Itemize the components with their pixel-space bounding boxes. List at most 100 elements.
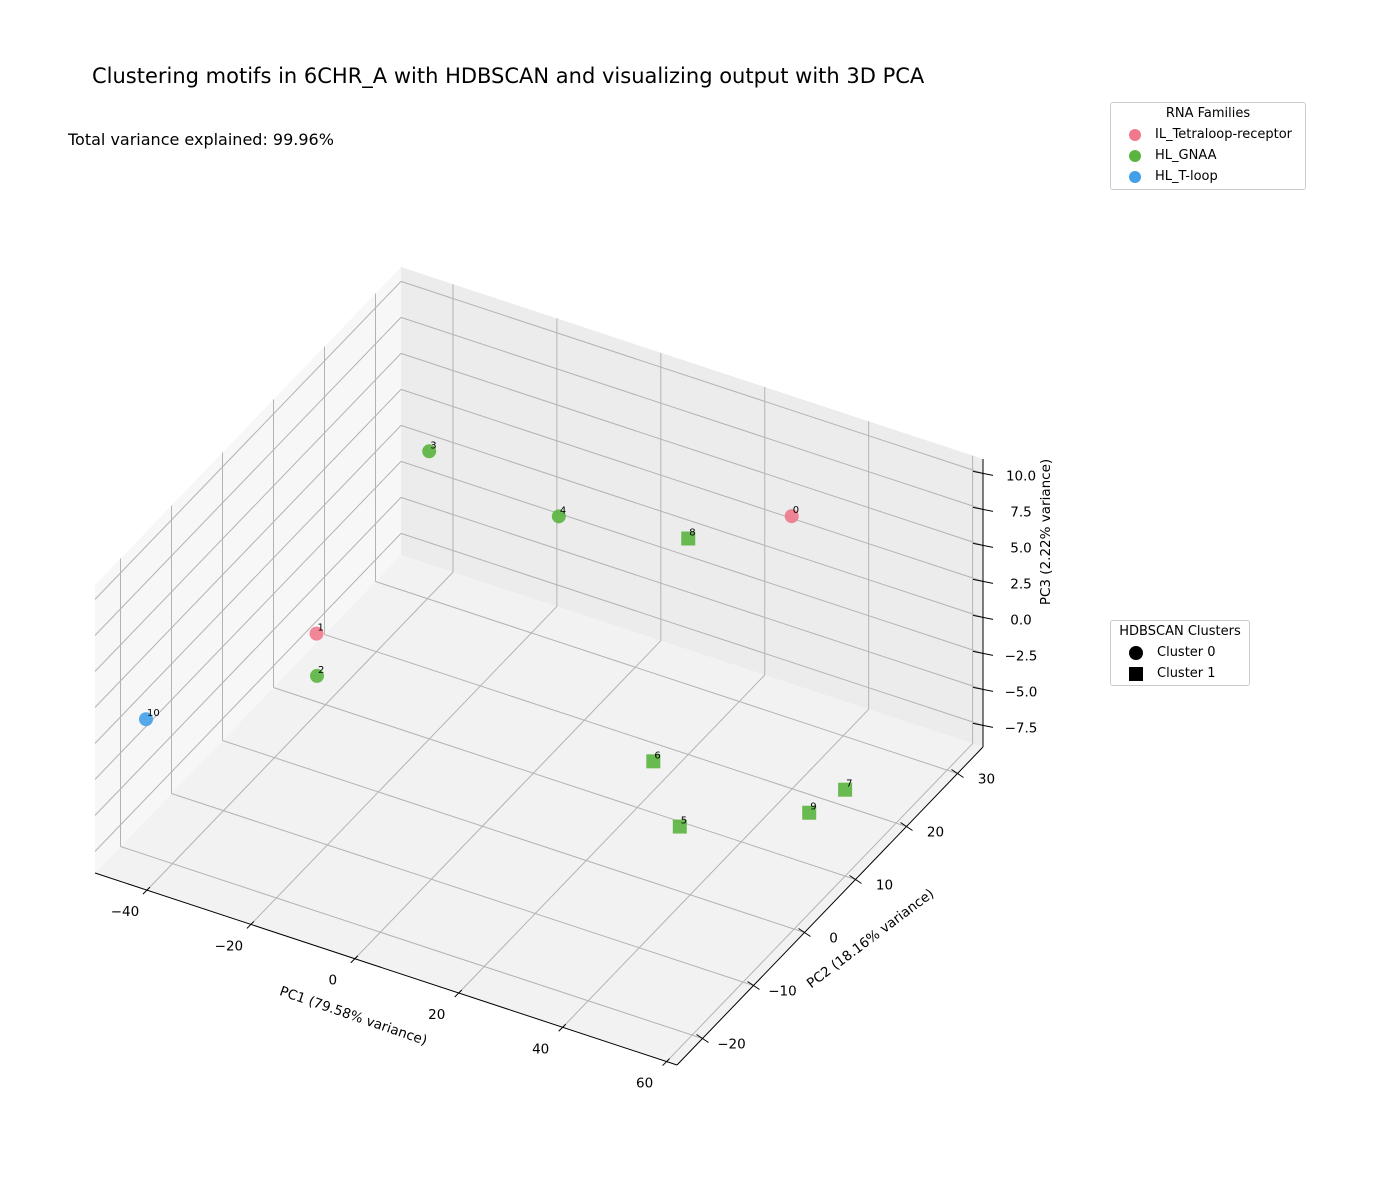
legend-entry-label: HL_T-loop [1155,169,1218,184]
circle-marker-icon [1129,170,1141,183]
data-point-label: 3 [430,440,436,451]
legend-entry: Cluster 1 [1117,663,1243,684]
x-axis-label: PC1 (79.58% variance) [277,983,429,1049]
grid-line [94,281,402,600]
data-point-label: 2 [318,665,324,676]
legend-entry-label: IL_Tetraloop-receptor [1155,127,1293,142]
legend-entry: IL_Tetraloop-receptor [1117,124,1299,145]
z-tick-label: 0.0 [1010,612,1031,628]
back-wall-pane [401,267,983,747]
legend-entry-label: Cluster 1 [1157,666,1216,681]
data-point-circle [551,509,566,524]
grid-line [400,352,984,546]
data-point-square [681,531,696,546]
x-tick-label: −20 [215,938,244,954]
chart-title: Clustering motifs in 6CHR_A with HDBSCAN… [92,64,925,88]
grid-line [146,571,454,891]
legend-entry-label: HL_GNAA [1155,148,1217,163]
x-tick-mark [662,1058,670,1066]
y-tick-label: −10 [768,984,797,1000]
y-tick-mark [849,875,862,884]
grid-line [458,674,766,994]
grid-line [94,317,402,636]
grid-line [400,532,984,726]
data-point-label: 0 [793,505,799,516]
data-point-label: 10 [147,708,160,719]
legend-entry: HL_GNAA [1117,145,1299,166]
data-point-square [646,754,661,769]
data-point-label: 7 [846,779,852,790]
grid-line [94,461,402,780]
x-tick-mark [558,1023,567,1032]
grid-line [94,389,402,708]
grid-line [324,634,907,827]
z-tick-mark [972,614,994,620]
grid-line [375,581,958,774]
x-axis-line [94,872,678,1066]
grid-line [562,708,870,1028]
legend-entry: HL_T-loop [1117,166,1299,187]
x-tick-mark [350,955,359,964]
grid-line [94,353,402,672]
z-tick-label: −2.5 [1005,648,1038,664]
circle-marker-icon [1129,149,1141,162]
data-point-square [802,805,817,820]
grid-line [120,846,703,1039]
data-point-label: 9 [810,802,816,813]
circle-marker-icon [1129,128,1141,141]
data-point-label: 8 [689,528,695,539]
z-tick-label: −5.0 [1005,684,1038,700]
data-point-circle [784,509,799,524]
x-tick-label: 60 [636,1076,653,1092]
variance-note: Total variance explained: 99.96% [68,130,334,149]
grid-line [354,640,662,960]
legend-families-title: RNA Families [1165,106,1251,121]
data-points: 0 1 2 3 4 5 6 7 8 9 10 [139,440,853,834]
z-tick-mark [972,650,994,656]
y-tick-label: −20 [717,1037,746,1053]
y-tick-mark [798,928,811,937]
grid-lines [94,280,984,1062]
grid-line [400,460,984,654]
z-tick-mark [972,722,994,728]
y-axis-line [676,746,984,1066]
y-tick-label: 20 [927,825,944,841]
data-point-circle [139,712,153,727]
x-tick-label: −40 [111,904,140,920]
grid-line [94,497,402,816]
z-tick-mark [972,470,994,476]
grid-line [400,280,984,474]
y-tick-mark [951,769,964,778]
z-tick-label: 10.0 [1006,468,1036,484]
grid-line [273,687,856,880]
y-tick-mark [900,822,913,831]
grid-line [400,316,984,510]
data-point-label: 5 [681,816,687,827]
legend-clusters-title: HDBSCAN Clusters [1119,624,1241,639]
x-tick-label: 20 [428,1007,445,1023]
data-point-circle [310,668,324,683]
z-axis-label: PC3 (2.22% variance) [1038,459,1054,605]
z-tick-mark [972,506,994,512]
x-tick-mark [454,989,463,998]
y-tick-label: 0 [829,931,838,947]
data-point-label: 1 [318,623,324,634]
tick-labels: −40−200204060−20−100102030−7.5−5.0−2.50.… [111,468,1038,1091]
data-point-square [672,819,687,834]
data-point-circle [422,444,437,459]
z-tick-label: 5.0 [1010,540,1031,556]
z-tick-mark [972,542,994,548]
grid-line [171,793,754,986]
grid-line [666,743,973,1062]
z-tick-label: 2.5 [1010,576,1031,592]
legend-hdbscan-clusters: HDBSCAN Clusters Cluster 0 Cluster 1 [1110,620,1250,686]
grid-line [94,425,402,744]
grid-line [250,606,558,925]
legend-entry-label: Cluster 0 [1157,645,1216,660]
y-tick-mark [696,1034,709,1043]
y-tick-label: 10 [876,878,893,894]
data-point-square [838,782,853,797]
grid-line [400,424,984,618]
legend-entry: Cluster 0 [1117,642,1243,663]
z-tick-label: −7.5 [1005,720,1038,736]
